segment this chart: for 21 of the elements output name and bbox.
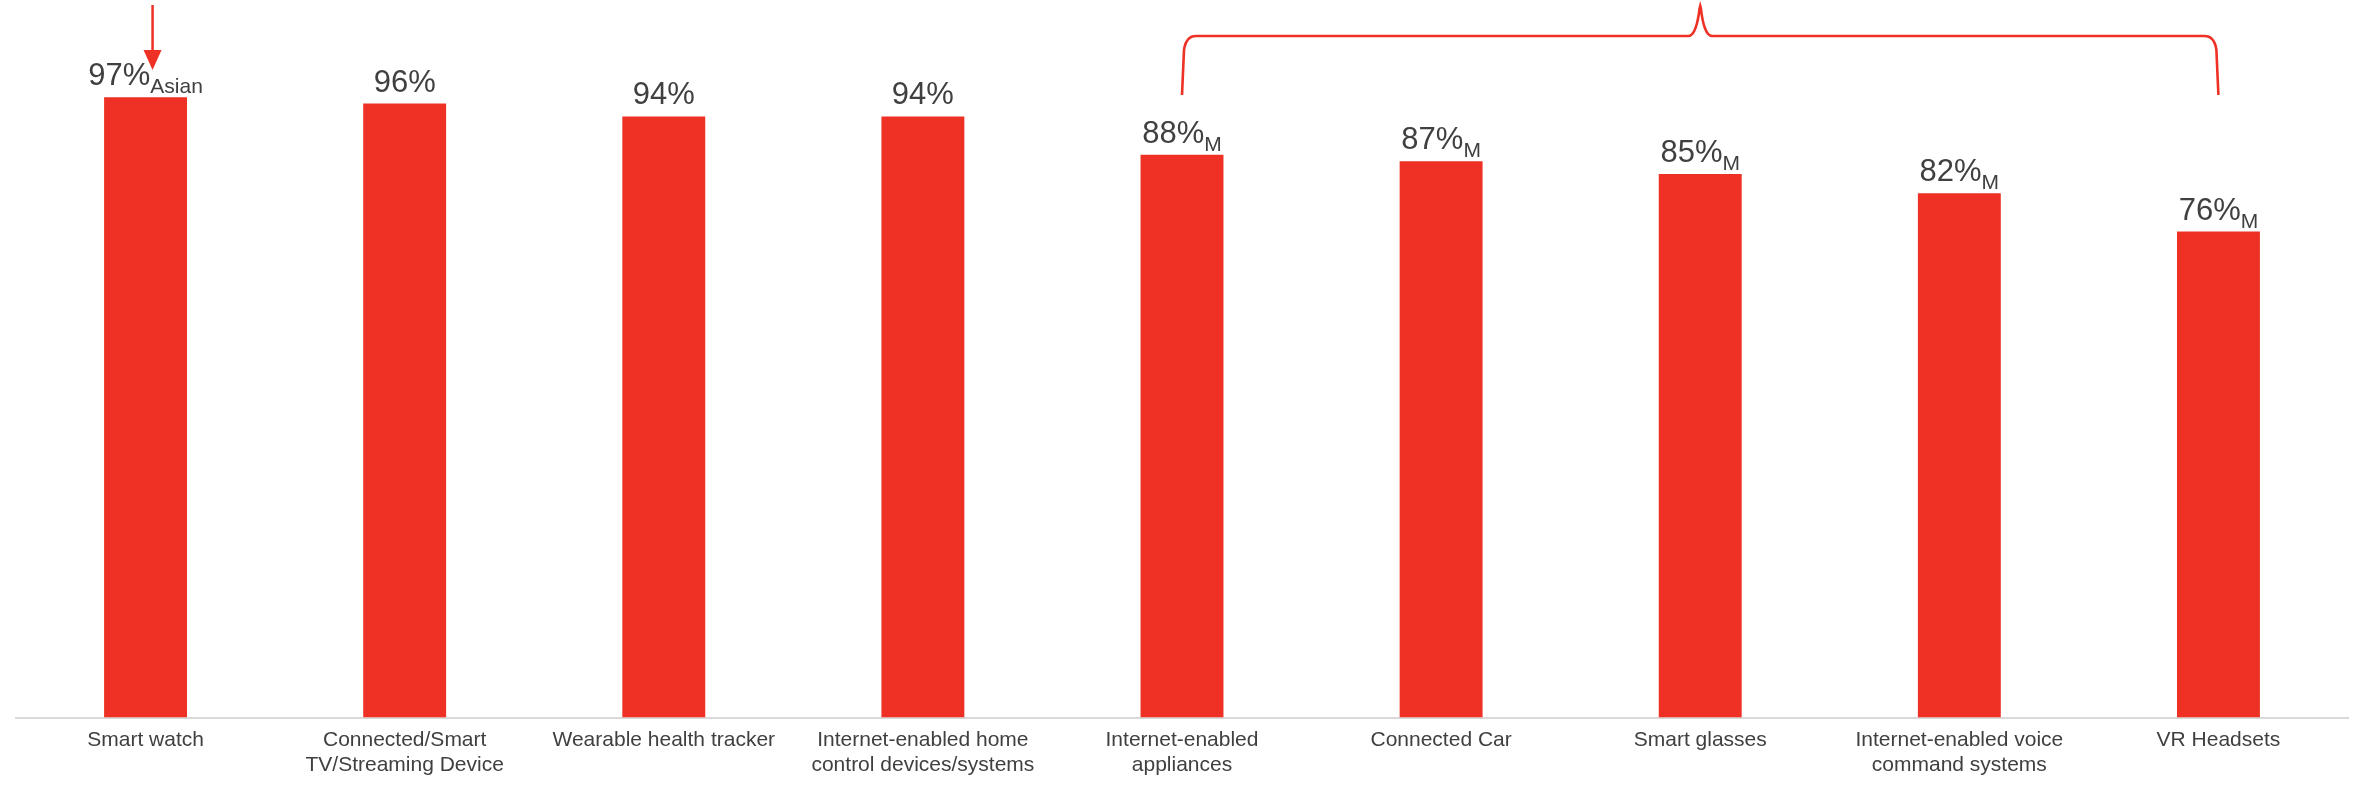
bar: [2176, 231, 2260, 718]
x-tick-label: Connected Car: [1370, 727, 1512, 750]
x-tick-label: Internet-enabled appliances: [1105, 727, 1259, 776]
x-tick-label: VR Headsets: [2156, 727, 2281, 750]
bar: [1140, 154, 1224, 718]
bar: [881, 116, 965, 718]
bar: [1658, 173, 1742, 718]
bar: [622, 116, 706, 718]
x-tick-label: Internet-enabled home control devices/systems: [811, 727, 1035, 776]
bar: [1399, 161, 1483, 718]
data-label: 94%: [891, 76, 954, 112]
x-tick-label: Connected/Smart TV/Streaming Device: [305, 727, 504, 776]
bar: [363, 103, 447, 718]
x-tick-label: Smart glasses: [1633, 727, 1767, 750]
x-tick-label: Wearable health tracker: [552, 727, 776, 750]
data-label: 94%: [632, 76, 695, 112]
data-label: 96%: [373, 63, 436, 99]
bar: [104, 97, 188, 718]
bar: [1917, 193, 2001, 718]
x-tick-label: Internet-enabled voice command systems: [1855, 727, 2064, 776]
x-tick-label: Smart watch: [87, 727, 204, 750]
